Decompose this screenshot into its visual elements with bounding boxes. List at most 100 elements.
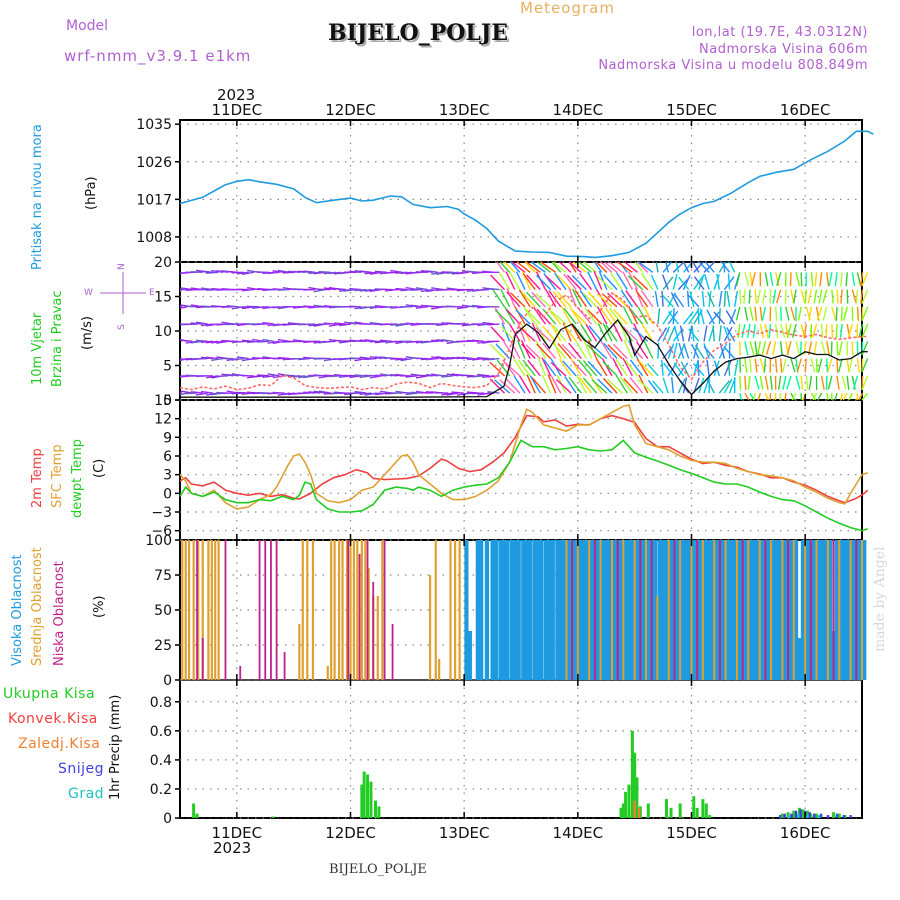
- snow-bar: [799, 809, 802, 818]
- total-rain-bar: [792, 810, 796, 818]
- mid-cloud-bar: [758, 540, 761, 680]
- wind-barb: [466, 270, 480, 274]
- wind-barb: [678, 343, 685, 359]
- wind-barb: [795, 272, 801, 287]
- snow-bar: [808, 812, 811, 818]
- wind-barb: [748, 289, 751, 304]
- wind-barb: [800, 323, 806, 338]
- wind-barb: [583, 261, 598, 273]
- wind-barb: [813, 341, 818, 356]
- wind-barb: [797, 306, 802, 321]
- wind-barb: [859, 272, 864, 287]
- wind-barb: [477, 373, 490, 377]
- wind-barb: [354, 357, 367, 362]
- wind-barb: [441, 357, 454, 360]
- wind-barb: [612, 323, 623, 342]
- high-cloud-bar: [555, 540, 560, 680]
- wind-barb: [490, 326, 506, 342]
- wind-barb: [694, 344, 705, 359]
- high-cloud-bar: [793, 540, 799, 680]
- wind-barb: [820, 375, 825, 390]
- wind-barb: [511, 261, 526, 273]
- wind-barb: [707, 291, 715, 308]
- wind-barb: [673, 325, 680, 342]
- wind-barb: [831, 306, 837, 321]
- total-rain-bar: [271, 816, 275, 818]
- wind-barb: [216, 340, 229, 344]
- wind-barb: [672, 273, 678, 290]
- mid-cloud-bar: [701, 540, 704, 680]
- wind-barb: [759, 306, 763, 321]
- wind-barb: [600, 341, 613, 359]
- temperature-ytick-label: 15: [154, 393, 172, 409]
- meteogram-label: Meteogram: [520, 0, 615, 17]
- mid-cloud-bar: [364, 540, 367, 680]
- wind-barb: [807, 289, 813, 304]
- mid-cloud-bar: [306, 540, 309, 680]
- wind-barb: [744, 392, 750, 401]
- high-cloud-bar: [698, 540, 703, 680]
- wind-barb: [790, 306, 796, 321]
- wind-barb: [241, 288, 254, 292]
- wind-barb: [552, 339, 562, 359]
- wind-barb: [737, 324, 741, 339]
- wind-barb: [820, 341, 827, 356]
- high-cloud-bar: [618, 540, 624, 680]
- wind-barb: [200, 340, 214, 344]
- high-cloud-bar: [846, 540, 851, 680]
- mid-cloud-bar: [207, 540, 210, 680]
- wind-barb: [776, 272, 782, 287]
- wind-barb: [551, 261, 562, 273]
- wind-barb: [262, 321, 275, 325]
- wind-barb: [861, 323, 869, 339]
- pressure-frame: [179, 119, 863, 263]
- wind-barb: [808, 375, 813, 390]
- wind-barb: [679, 325, 685, 342]
- mid-cloud-bar: [330, 540, 333, 680]
- wind-barb: [839, 324, 843, 339]
- high-cloud-bar: [725, 540, 730, 680]
- wind-barb: [749, 358, 752, 373]
- wind-barb: [610, 272, 623, 291]
- temp2m-line: [179, 414, 869, 504]
- wind-barb: [706, 309, 715, 325]
- wind-barb: [517, 322, 526, 342]
- wind-barb: [570, 323, 582, 342]
- wind-barb: [623, 378, 639, 394]
- cloud-ytick-label: 0: [163, 673, 172, 689]
- mid-cloud-bar: [341, 540, 344, 680]
- low-cloud-bar: [855, 540, 858, 680]
- wind-barb: [662, 276, 674, 291]
- wind-barb: [774, 358, 778, 373]
- wind-barb: [298, 375, 311, 379]
- wind-barb: [241, 271, 254, 275]
- high-cloud-bar: [668, 540, 674, 680]
- wind-barb: [563, 324, 577, 342]
- wind-barb: [596, 306, 608, 325]
- low-cloud-bar: [358, 554, 361, 680]
- wind-barb: [526, 274, 541, 291]
- wind-barb: [216, 323, 229, 326]
- high-cloud-bar: [543, 540, 549, 680]
- wind-barb: [643, 305, 654, 325]
- high-cloud-bar: [805, 540, 810, 680]
- high-cloud-bar: [521, 540, 526, 680]
- wind-barb: [536, 343, 552, 360]
- high-cloud-bar: [501, 540, 507, 680]
- wind-barb: [861, 272, 869, 287]
- wind-barb: [757, 392, 761, 401]
- wind-barb: [828, 272, 833, 287]
- wind-barb: [456, 306, 469, 310]
- high-cloud-bar: [484, 540, 489, 680]
- wind-barb: [661, 359, 664, 376]
- wind-barb: [848, 358, 854, 373]
- wind-barb: [400, 357, 413, 362]
- mid-cloud-bar: [849, 540, 852, 680]
- temperature-ytick-label: −3: [151, 505, 172, 521]
- wind-barb: [603, 343, 618, 360]
- mid-cloud-bar: [690, 540, 693, 680]
- high-cloud-bar: [691, 540, 696, 680]
- wind-barb: [842, 392, 848, 401]
- mid-cloud-bar: [781, 540, 784, 680]
- wind-barb: [583, 360, 598, 377]
